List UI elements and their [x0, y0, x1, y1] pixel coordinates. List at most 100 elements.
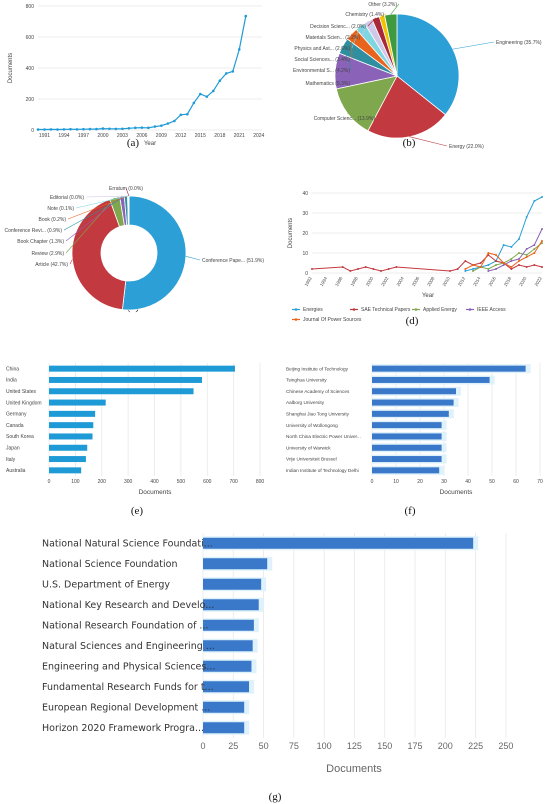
a-data-point — [134, 126, 137, 130]
b-leader-line — [347, 113, 378, 119]
d-xtick-label: 1996 — [334, 276, 344, 288]
e-xtick-label: 0 — [48, 479, 51, 485]
d-data-point — [487, 264, 490, 266]
d-xtick-label: 2018 — [503, 276, 513, 288]
d-data-point — [479, 262, 482, 264]
g-category-label: National Research Foundation of ... — [42, 621, 209, 632]
e-category-label: Germany — [6, 412, 27, 418]
e-xtick-label: 600 — [203, 479, 212, 485]
d-data-point — [525, 216, 528, 218]
e-category-label: Italy — [6, 457, 16, 463]
b-slice-label: Physics and Ast... (2.6%) — [294, 46, 350, 52]
d-data-point — [495, 260, 497, 262]
a-data-point — [101, 127, 105, 130]
g-category-label: Horizon 2020 Framework Progra... — [42, 723, 204, 734]
d-data-point — [495, 254, 497, 256]
a-data-point — [69, 127, 72, 131]
b-slice-label: Engineering (35.7%) — [496, 40, 542, 46]
a-data-point — [199, 92, 202, 96]
g-bar — [203, 640, 253, 652]
d-data-point — [525, 266, 528, 268]
e-xtick-label: 800 — [256, 479, 265, 485]
d-data-point — [518, 238, 520, 240]
a-data-point — [43, 128, 46, 131]
d-data-point — [387, 268, 390, 270]
a-xtick-label: 1997 — [78, 133, 89, 139]
d-legend-label: Journal Of Power Sources — [303, 317, 362, 323]
c-leader-line — [63, 195, 127, 231]
d-series-line — [488, 228, 543, 272]
d-data-point — [533, 200, 536, 202]
e-bar — [49, 444, 88, 451]
d-data-point — [510, 260, 513, 262]
f-category-label: University of Wollongong — [286, 423, 338, 428]
d-data-point — [464, 268, 467, 270]
d-ytick-label: 20 — [302, 231, 308, 237]
d-series-line — [465, 196, 543, 272]
e-xtick-label: 500 — [177, 479, 186, 485]
d-legend-label: Energies — [303, 307, 323, 313]
a-data-point — [49, 128, 53, 131]
d-data-point — [541, 196, 543, 198]
f-category-label: Shanghai Jiao Tong University — [286, 411, 350, 416]
d-series-line — [311, 254, 543, 272]
a-xtick-label: 1994 — [58, 133, 69, 139]
d-ytick-label: 40 — [302, 191, 308, 197]
f-bar — [372, 365, 526, 372]
e-xtick-label: 300 — [124, 479, 133, 485]
e-category-label: South Korea — [6, 434, 34, 440]
d-data-point — [502, 264, 505, 266]
f-category-label: Vrije Universiteit Brussel — [286, 457, 337, 462]
d-xtick-label: 2016 — [488, 276, 498, 288]
b-slice-label: Environmental S... (4.2%) — [293, 68, 350, 74]
g-bar — [203, 599, 259, 611]
d-data-point — [341, 266, 344, 268]
d-xtick-label: 2000 — [365, 276, 375, 288]
d-data-point — [449, 270, 451, 272]
caption-f: (f) — [405, 505, 416, 517]
b-slice-label: Materials Scien... (2.2%) — [306, 35, 361, 41]
b-slice-label: Energy (22.0%) — [449, 144, 484, 150]
f-bar — [372, 376, 490, 383]
a-x-axis-label: Year — [144, 141, 156, 147]
d-data-point — [495, 264, 497, 266]
f-x-axis-label: Documents — [440, 489, 474, 496]
d-xtick-label: 2014 — [472, 276, 482, 288]
a-series-line — [38, 15, 247, 131]
a-xtick-label: 2021 — [234, 133, 245, 139]
c-leader-line — [67, 195, 129, 220]
g-bar — [203, 681, 250, 693]
f-xtick-label: 30 — [441, 479, 447, 485]
d-legend-marker — [294, 308, 298, 311]
b-slice-label: Computer Scienc... (13.9%) — [314, 116, 376, 122]
d-data-point — [502, 244, 505, 246]
d-data-point — [495, 268, 497, 270]
e-bar — [49, 410, 96, 417]
d-xtick-label: 2002 — [380, 276, 390, 288]
b-slice — [396, 13, 460, 116]
g-bar — [203, 701, 245, 713]
d-data-point — [518, 260, 520, 262]
a-data-point — [244, 14, 248, 18]
d-data-point — [510, 268, 513, 270]
f-category-label: Indian Institute of Technology Delhi — [286, 468, 359, 473]
a-data-point — [205, 95, 209, 98]
d-data-point — [518, 258, 520, 260]
d-data-point — [380, 270, 382, 272]
g-bar — [203, 660, 252, 672]
d-data-point — [349, 270, 352, 272]
a-data-point — [56, 128, 59, 131]
e-category-label: China — [6, 366, 19, 372]
b-leader-line — [351, 25, 361, 49]
a-xtick-label: 2006 — [136, 133, 147, 139]
f-category-label: Chinese Academy of Sciences — [286, 389, 350, 394]
b-slice-label: Decision Scienc... (2.0%) — [310, 24, 366, 30]
g-bar — [203, 558, 268, 570]
c-slice-label: Book Chapter (1.3%) — [17, 239, 64, 245]
caption-a: (a) — [127, 137, 140, 149]
d-data-point — [472, 264, 474, 266]
a-y-axis-label: Documents — [8, 53, 14, 83]
d-data-point — [510, 266, 513, 268]
e-category-label: United Kingdom — [6, 400, 42, 406]
